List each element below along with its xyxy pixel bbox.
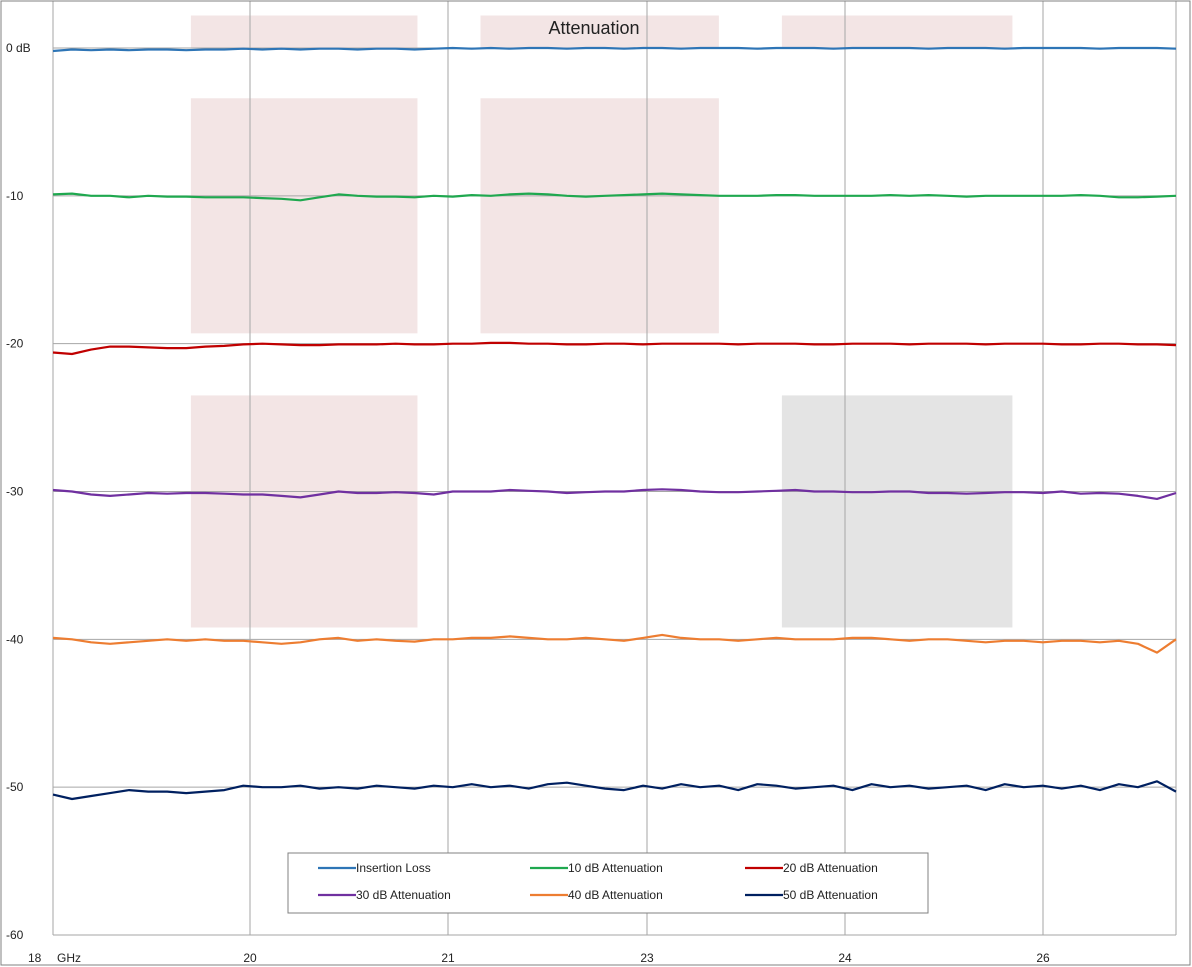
series-line-1 xyxy=(52,192,1177,202)
legend-label-4: 40 dB Attenuation xyxy=(568,888,663,902)
series-line-5 xyxy=(52,780,1177,801)
x-tick-label-3: 23 xyxy=(640,951,654,965)
y-tick-label-5: -50 xyxy=(6,780,24,794)
y-tick-label-3: -30 xyxy=(6,485,24,499)
y-tick-label-2: -20 xyxy=(6,337,24,351)
shaded-region-4 xyxy=(480,98,719,334)
x-tick-label-1: 20 xyxy=(243,951,257,965)
series-line-2 xyxy=(52,341,1177,356)
chart-title: Attenuation xyxy=(548,18,639,38)
x-tick-label-0: 18 xyxy=(28,951,42,965)
y-tick-label-6: -60 xyxy=(6,928,24,942)
x-tick-label-5: 26 xyxy=(1036,951,1050,965)
legend-label-0: Insertion Loss xyxy=(356,861,431,875)
shaded-regions xyxy=(190,15,1013,628)
x-tick-label-4: 24 xyxy=(838,951,852,965)
shaded-region-0 xyxy=(190,15,418,49)
shaded-region-5 xyxy=(190,395,418,628)
shaded-region-3 xyxy=(190,98,418,334)
x-unit-label: GHz xyxy=(57,951,81,965)
legend-label-2: 20 dB Attenuation xyxy=(783,861,878,875)
x-tick-label-2: 21 xyxy=(441,951,455,965)
legend-label-3: 30 dB Attenuation xyxy=(356,888,451,902)
legend-label-5: 50 dB Attenuation xyxy=(783,888,878,902)
legend: Insertion Loss 10 dB Attenuation 20 dB Att… xyxy=(287,852,929,914)
x-tick-labels: 18 20 21 23 24 26 xyxy=(28,951,1050,965)
legend-box xyxy=(287,852,929,914)
y-tick-label-0: 0 dB xyxy=(6,41,31,55)
series-lines xyxy=(52,46,1177,801)
y-tick-label-4: -40 xyxy=(6,632,24,646)
shaded-region-6 xyxy=(781,395,1013,628)
series-line-4 xyxy=(52,633,1177,654)
series-line-3 xyxy=(52,488,1177,500)
y-tick-labels: 0 dB -10 -20 -30 -40 -50 -60 xyxy=(6,41,31,942)
y-tick-label-1: -10 xyxy=(6,189,24,203)
shaded-region-1 xyxy=(480,15,719,49)
series-line-0 xyxy=(52,46,1177,53)
legend-label-1: 10 dB Attenuation xyxy=(568,861,663,875)
shaded-region-2 xyxy=(781,15,1013,49)
